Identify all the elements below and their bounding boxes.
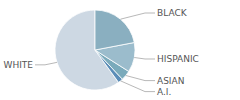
leader-line bbox=[126, 75, 155, 80]
slice-label: WHITE bbox=[3, 60, 33, 70]
pie-slice bbox=[95, 10, 134, 50]
slice-label: ASIAN bbox=[157, 76, 184, 86]
leader-line bbox=[35, 62, 57, 64]
slice-label: HISPANIC bbox=[157, 54, 199, 64]
chart: WHITE A.I.ASIAN HISPANIC BLACK bbox=[0, 0, 240, 100]
slice-label: A.I. bbox=[157, 87, 171, 97]
slice-label: BLACK bbox=[157, 8, 188, 18]
leader-line bbox=[134, 57, 155, 58]
pie bbox=[55, 10, 135, 90]
labels: WHITE A.I.ASIAN HISPANIC BLACK bbox=[3, 8, 198, 97]
leader-line bbox=[120, 13, 155, 19]
leader-line bbox=[120, 81, 155, 92]
